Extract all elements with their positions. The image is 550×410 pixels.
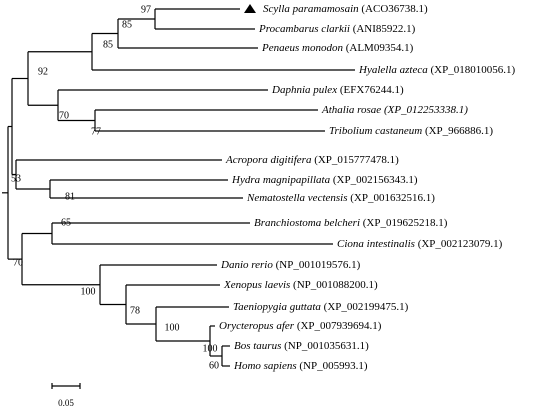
support-value: 78: [130, 305, 140, 316]
leaf-label: Nematostella vectensis (XP_001632516.1): [246, 192, 435, 204]
leaf-label: Bos taurus (NP_001035631.1): [234, 340, 369, 352]
accession: (XP_012253338.1): [384, 104, 468, 116]
accession: (XP_002123079.1): [418, 238, 503, 250]
leaf-label: Daphnia pulex (EFX76244.1): [271, 84, 404, 96]
support-value: 60: [209, 360, 219, 371]
species-name: Penaeus monodon: [261, 42, 343, 54]
accession: (ACO36738.1): [361, 3, 428, 15]
accession: (XP_002199475.1): [324, 301, 409, 313]
accession: (EFX76244.1): [340, 84, 404, 96]
species-name: Homo sapiens: [233, 360, 297, 372]
leaf-label: Scylla paramamosain (ACO36738.1): [263, 3, 428, 15]
accession: (NP_001019576.1): [276, 259, 361, 271]
scale-label: 0.05: [58, 398, 74, 408]
leaf-label: Hydra magnipapillata (XP_002156343.1): [231, 174, 418, 186]
accession: (XP_015777478.1): [314, 154, 399, 166]
support-value: 92: [38, 66, 48, 77]
species-name: Ciona intestinalis: [337, 238, 415, 250]
accession: (XP_018010056.1): [430, 64, 515, 76]
leaf-label: Homo sapiens (NP_005993.1): [233, 360, 368, 372]
leaf-label: Taeniopygia guttata (XP_002199475.1): [233, 301, 409, 313]
accession: (NP_005993.1): [299, 360, 367, 372]
support-value: 100: [81, 286, 96, 297]
support-value: 70: [13, 257, 23, 268]
species-name: Acropora digitifera: [225, 154, 312, 166]
leaf-label: Branchiostoma belcheri (XP_019625218.1): [254, 217, 448, 229]
leaf-label: Ciona intestinalis (XP_002123079.1): [337, 238, 503, 250]
accession: (XP_007939694.1): [297, 320, 382, 332]
accession: (NP_001035631.1): [284, 340, 369, 352]
species-name: Xenopus laevis: [223, 279, 290, 291]
species-name: Bos taurus: [234, 340, 281, 352]
accession: (ALM09354.1): [346, 42, 414, 54]
accession: (XP_019625218.1): [363, 217, 448, 229]
support-value: 70: [59, 110, 69, 121]
species-name: Hyalella azteca: [358, 64, 428, 76]
leaf-label: Tribolium castaneum (XP_966886.1): [329, 125, 493, 137]
leaf-label: Penaeus monodon (ALM09354.1): [261, 42, 414, 54]
support-value: 77: [91, 126, 101, 137]
species-name: Scylla paramamosain: [263, 3, 359, 15]
leaf-label: Orycteropus afer (XP_007939694.1): [219, 320, 382, 332]
species-name: Daphnia pulex: [271, 84, 337, 96]
support-value: 97: [141, 4, 151, 15]
species-name: Nematostella vectensis: [246, 192, 348, 204]
support-value: 85: [122, 19, 132, 30]
species-name: Athalia rosae: [321, 104, 381, 116]
species-name: Danio rerio: [220, 259, 273, 271]
support-value: 81: [65, 191, 75, 202]
accession: (XP_966886.1): [425, 125, 493, 137]
species-name: Hydra magnipapillata: [231, 174, 331, 186]
leaf-label: Procambarus clarkii (ANI85922.1): [258, 23, 416, 35]
species-name: Orycteropus afer: [219, 320, 295, 332]
species-name: Taeniopygia guttata: [233, 301, 321, 313]
accession: (NP_001088200.1): [293, 279, 378, 291]
species-name: Procambarus clarkii: [258, 23, 350, 35]
leaf-label: Athalia rosae (XP_012253338.1): [321, 104, 468, 116]
leaf-label: Xenopus laevis (NP_001088200.1): [223, 279, 378, 291]
marker-triangle: [244, 4, 256, 13]
support-value: 100: [165, 322, 180, 333]
support-value: 53: [11, 173, 21, 184]
species-name: Branchiostoma belcheri: [254, 217, 360, 229]
support-value: 85: [103, 39, 113, 50]
accession: (XP_001632516.1): [350, 192, 435, 204]
leaf-label: Danio rerio (NP_001019576.1): [220, 259, 361, 271]
leaf-label: Hyalella azteca (XP_018010056.1): [358, 64, 515, 76]
species-name: Tribolium castaneum: [329, 125, 422, 137]
support-value: 65: [61, 217, 71, 228]
accession: (XP_002156343.1): [333, 174, 418, 186]
accession: (ANI85922.1): [353, 23, 416, 35]
leaf-label: Acropora digitifera (XP_015777478.1): [225, 154, 399, 166]
support-value: 100: [203, 343, 218, 354]
